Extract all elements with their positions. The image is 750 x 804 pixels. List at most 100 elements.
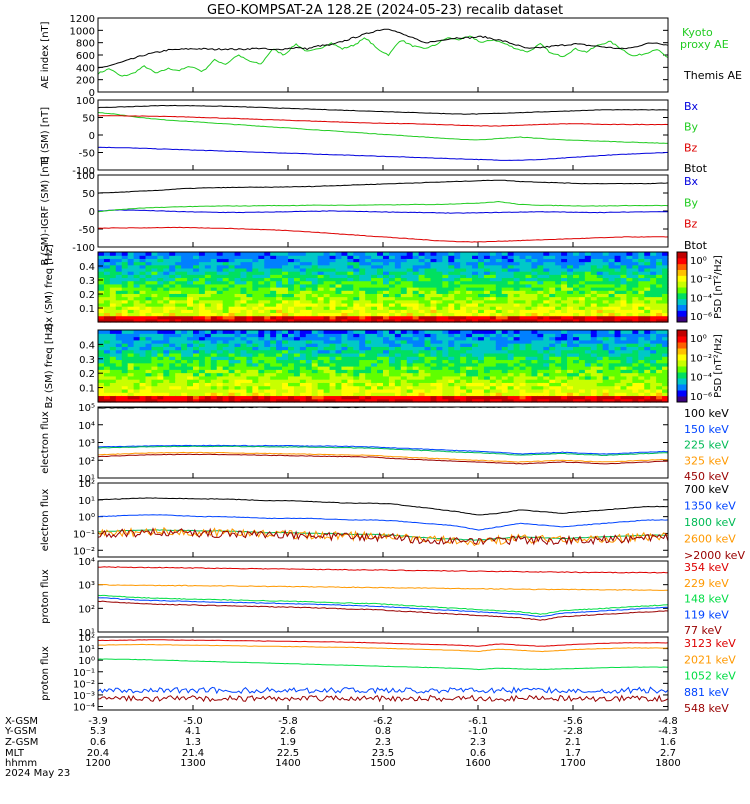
colorbar-segment — [677, 372, 687, 379]
spectrogram-cell — [584, 349, 592, 354]
spectrogram-cell — [394, 283, 402, 288]
spectrogram-cell — [531, 352, 538, 357]
spectrogram-cell — [602, 252, 610, 256]
spectrogram-cell — [596, 385, 604, 390]
y-tick-label: 10¹ — [78, 474, 95, 485]
spectrogram-cell — [210, 388, 218, 393]
spectrogram-cell — [442, 277, 449, 282]
spectrogram-cell — [139, 296, 147, 301]
spectrogram-cell — [293, 372, 301, 377]
spectrogram-cell — [383, 315, 390, 320]
spectrogram-cell — [418, 258, 426, 263]
spectrogram-cell — [305, 261, 313, 266]
spectrogram-cell — [127, 318, 135, 323]
spectrogram-cell — [157, 395, 164, 400]
spectrogram-cell — [276, 299, 283, 304]
spectrogram-cell — [644, 346, 651, 351]
spectrogram-cell — [602, 299, 610, 304]
spectrogram-cell — [234, 302, 242, 307]
spectrogram-cell — [181, 309, 188, 314]
spectrogram-cell — [436, 356, 443, 361]
spectrogram-cell — [483, 392, 491, 397]
spectrogram-cell — [240, 395, 248, 400]
spectrogram-cell — [406, 336, 414, 341]
spectrogram-cell — [371, 264, 378, 269]
spectrogram-cell — [258, 333, 265, 338]
spectrogram-cell — [584, 362, 592, 367]
spectrogram-cell — [216, 261, 224, 266]
spectrogram-cell — [145, 315, 153, 320]
spectrogram-cell — [549, 379, 556, 383]
spectrogram-cell — [632, 302, 639, 307]
spectrogram-cell — [662, 330, 669, 334]
spectrogram-cell — [448, 299, 455, 304]
spectrogram-cell — [430, 309, 438, 314]
spectrogram-cell — [371, 283, 378, 288]
spectrogram-cell — [240, 330, 248, 334]
spectrogram-cell — [472, 309, 479, 314]
spectrogram-cell — [157, 379, 164, 383]
spectrogram-cell — [424, 372, 432, 377]
spectrogram-cell — [513, 280, 521, 285]
spectrogram-cell — [222, 379, 230, 383]
spectrogram-cell — [246, 395, 253, 400]
spectrogram-cell — [163, 385, 170, 390]
spectrogram-cell — [489, 369, 497, 374]
spectrogram-cell — [394, 330, 402, 334]
spectrogram-cell — [151, 271, 158, 275]
spectrogram-cell — [258, 352, 265, 357]
spectrogram-cell — [406, 258, 414, 263]
spectrogram-cell — [460, 375, 467, 380]
panel-ae: AE index [nT]120010008006004002000Kyotop… — [40, 14, 742, 99]
spectrogram-cell — [187, 290, 194, 294]
spectrogram-cell — [424, 261, 432, 266]
spectrogram-cell — [222, 280, 230, 285]
spectrogram-cell — [127, 312, 135, 317]
spectrogram-cell — [656, 258, 663, 263]
spectrogram-cell — [567, 274, 574, 279]
legend-entry: 225 keV — [684, 439, 729, 452]
spectrogram-cell — [632, 271, 639, 275]
spectrogram-cell — [608, 385, 616, 390]
spectrogram-cell — [365, 261, 372, 266]
spectrogram-cell — [483, 382, 491, 387]
spectrogram-cell — [335, 362, 343, 367]
spectrogram-cell — [525, 264, 533, 269]
spectrogram-cell — [311, 252, 319, 256]
spectrogram-cell — [418, 333, 426, 338]
spectrogram-cell — [644, 375, 651, 380]
y-tick-label: 10² — [78, 479, 95, 490]
spectrogram-cell — [650, 274, 657, 279]
spectrogram-cell — [127, 290, 135, 294]
spectrogram-cell — [549, 382, 556, 387]
spectrogram-cell — [614, 366, 622, 370]
spectrogram-cell — [632, 299, 639, 304]
spectrogram-cell — [127, 398, 135, 403]
spectrogram-cell — [537, 267, 544, 272]
spectrogram-cell — [222, 283, 230, 288]
spectrogram-cell — [478, 299, 485, 304]
spectrogram-cell — [252, 283, 259, 288]
spectrogram-cell — [234, 369, 242, 374]
spectrogram-cell — [216, 352, 224, 357]
spectrogram-cell — [216, 274, 224, 279]
spectrogram-cell — [466, 379, 473, 383]
spectrogram-cell — [258, 277, 265, 282]
spectrogram-cell — [578, 293, 586, 298]
spectrogram-cell — [418, 255, 426, 259]
spectrogram-cell — [341, 375, 348, 380]
spectrogram-cell — [264, 333, 271, 338]
spectrogram-cell — [282, 261, 289, 266]
spectrogram-cell — [483, 352, 491, 357]
spectrogram-cell — [193, 280, 200, 285]
spectrogram-cell — [442, 264, 449, 269]
spectrogram-cell — [632, 280, 639, 285]
spectrogram-cell — [377, 336, 384, 341]
spectrogram-cell — [145, 290, 153, 294]
spectrogram-cell — [573, 290, 580, 294]
spectrogram-cell — [377, 315, 384, 320]
spectrogram-cell — [288, 312, 295, 317]
spectrogram-cell — [282, 359, 289, 364]
spectrogram-cell — [169, 382, 176, 387]
